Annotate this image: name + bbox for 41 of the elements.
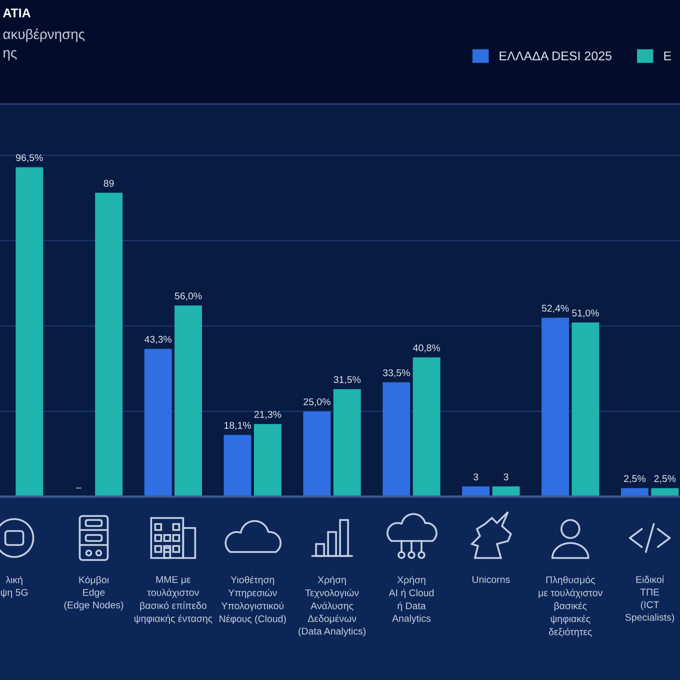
data-label: 51,0% <box>572 310 599 318</box>
x-tick-label: λική ψη 5G <box>0 576 28 598</box>
bar <box>333 389 361 497</box>
bar <box>16 167 44 497</box>
legend-label: ΕΛΛΑΔΑ DESI 2025 <box>500 51 612 60</box>
data-label: 40,8% <box>413 344 440 352</box>
x-tick-label: Υιοθέτηση Υπηρεσιών Υπολογιστικού Νέφους (Cloud) <box>220 576 286 624</box>
data-label: 3 <box>504 473 508 480</box>
data-label: 89 <box>104 180 114 187</box>
data-label: 18,1% <box>224 422 251 430</box>
data-label: 2,5% <box>624 475 646 484</box>
data-label: 3 <box>474 473 478 480</box>
x-tick-label: Ειδικοί ΤΠΕ (ICT Specialists) <box>625 576 674 623</box>
data-label: 96,5% <box>16 154 43 162</box>
bar <box>303 411 331 497</box>
x-tick-label: ΜΜΕ με τουλάχιστον βασικό επίπεδο ψηφιακής έντασης <box>134 576 212 624</box>
bar <box>412 357 440 497</box>
bar <box>224 434 252 497</box>
x-tick-label: Κόμβοι Edge (Edge Nodes) <box>64 576 124 610</box>
data-label: 2,5% <box>654 475 676 484</box>
bar <box>572 322 600 497</box>
data-label: 52,4% <box>542 304 569 313</box>
data-label: 33,5% <box>382 369 410 378</box>
data-label: 31,5% <box>334 376 361 384</box>
bar <box>144 348 172 497</box>
data-label: 43,3% <box>144 336 172 344</box>
data-label: 56,0% <box>174 292 202 301</box>
bar <box>254 424 282 497</box>
bar <box>542 318 570 497</box>
data-label: 21,3% <box>254 410 282 420</box>
x-tick-label: Πληθυσμός με τουλάχιστον βασικές ψηφιακές δεξιότητες <box>538 576 602 638</box>
legend-label: Ε <box>664 52 672 60</box>
chart-title: ΑΤΙΑ <box>3 8 31 18</box>
x-tick-label: Χρήση Τεχνολογιών Ανάλυσης Δεδομένων (Data Analytics) <box>298 576 366 637</box>
x-tick-label: Unicorns <box>472 576 510 583</box>
bar <box>174 305 202 497</box>
data-label: 25,0% <box>304 398 330 406</box>
bar <box>95 192 123 497</box>
chart-subtitle: ακυβέρνησης ης <box>3 28 85 60</box>
bar <box>382 382 410 497</box>
x-tick-label: Χρήση AI ή Cloud ή Data Analytics <box>388 576 434 624</box>
